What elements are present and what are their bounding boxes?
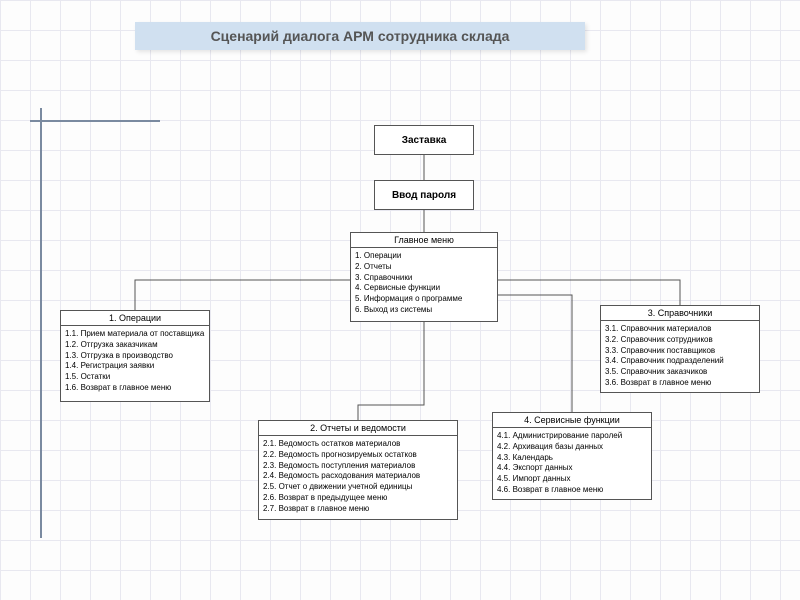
list-item: 1.1. Прием материала от поставщика	[65, 329, 205, 340]
page-title: Сценарий диалога АРМ сотрудника склада	[135, 22, 585, 50]
node-ops-header: 1. Операции	[61, 311, 209, 326]
decor-h	[30, 120, 160, 122]
list-item: 6. Выход из системы	[355, 305, 493, 316]
node-refs: 3. Справочники 3.1. Справочник материало…	[600, 305, 760, 393]
list-item: 2.1. Ведомость остатков материалов	[263, 439, 453, 450]
list-item: 2.6. Возврат в предыдущее меню	[263, 493, 453, 504]
list-item: 3.1. Справочник материалов	[605, 324, 755, 335]
node-ops: 1. Операции 1.1. Прием материала от пост…	[60, 310, 210, 402]
list-item: 3.3. Справочник поставщиков	[605, 346, 755, 357]
list-item: 2.3. Ведомость поступления материалов	[263, 461, 453, 472]
node-ops-body: 1.1. Прием материала от поставщика 1.2. …	[61, 326, 209, 397]
page-title-text: Сценарий диалога АРМ сотрудника склада	[211, 28, 510, 44]
node-reports-header: 2. Отчеты и ведомости	[259, 421, 457, 436]
list-item: 1.5. Остатки	[65, 372, 205, 383]
list-item: 2. Отчеты	[355, 262, 493, 273]
list-item: 4.4. Экспорт данных	[497, 463, 647, 474]
list-item: 1.6. Возврат в главное меню	[65, 383, 205, 394]
node-mainmenu: Главное меню 1. Операции 2. Отчеты 3. Сп…	[350, 232, 498, 322]
list-item: 3.5. Справочник заказчиков	[605, 367, 755, 378]
node-splash: Заставка	[374, 125, 474, 155]
list-item: 3.4. Справочник подразделений	[605, 356, 755, 367]
list-item: 5. Информация о программе	[355, 294, 493, 305]
list-item: 4.3. Календарь	[497, 453, 647, 464]
list-item: 2.2. Ведомость прогнозируемых остатков	[263, 450, 453, 461]
list-item: 1.2. Отгрузка заказчикам	[65, 340, 205, 351]
list-item: 4.5. Импорт данных	[497, 474, 647, 485]
node-service: 4. Сервисные функции 4.1. Администрирова…	[492, 412, 652, 500]
node-refs-body: 3.1. Справочник материалов 3.2. Справочн…	[601, 321, 759, 392]
list-item: 4.2. Архивация базы данных	[497, 442, 647, 453]
list-item: 1.4. Регистрация заявки	[65, 361, 205, 372]
list-item: 3. Справочники	[355, 273, 493, 284]
node-password-title: Ввод пароля	[375, 181, 473, 211]
list-item: 2.4. Ведомость расходования материалов	[263, 471, 453, 482]
list-item: 3.6. Возврат в главное меню	[605, 378, 755, 389]
list-item: 3.2. Справочник сотрудников	[605, 335, 755, 346]
node-password: Ввод пароля	[374, 180, 474, 210]
decor-v	[40, 108, 42, 538]
list-item: 4.6. Возврат в главное меню	[497, 485, 647, 496]
node-mainmenu-header: Главное меню	[351, 233, 497, 248]
node-service-body: 4.1. Администрирование паролей 4.2. Архи…	[493, 428, 651, 499]
list-item: 1.3. Отгрузка в производство	[65, 351, 205, 362]
node-mainmenu-body: 1. Операции 2. Отчеты 3. Справочники 4. …	[351, 248, 497, 319]
node-service-header: 4. Сервисные функции	[493, 413, 651, 428]
node-splash-title: Заставка	[375, 126, 473, 156]
list-item: 4. Сервисные функции	[355, 283, 493, 294]
list-item: 4.1. Администрирование паролей	[497, 431, 647, 442]
list-item: 2.5. Отчет о движении учетной единицы	[263, 482, 453, 493]
node-reports: 2. Отчеты и ведомости 2.1. Ведомость ост…	[258, 420, 458, 520]
node-reports-body: 2.1. Ведомость остатков материалов 2.2. …	[259, 436, 457, 518]
node-refs-header: 3. Справочники	[601, 306, 759, 321]
list-item: 1. Операции	[355, 251, 493, 262]
list-item: 2.7. Возврат в главное меню	[263, 504, 453, 515]
